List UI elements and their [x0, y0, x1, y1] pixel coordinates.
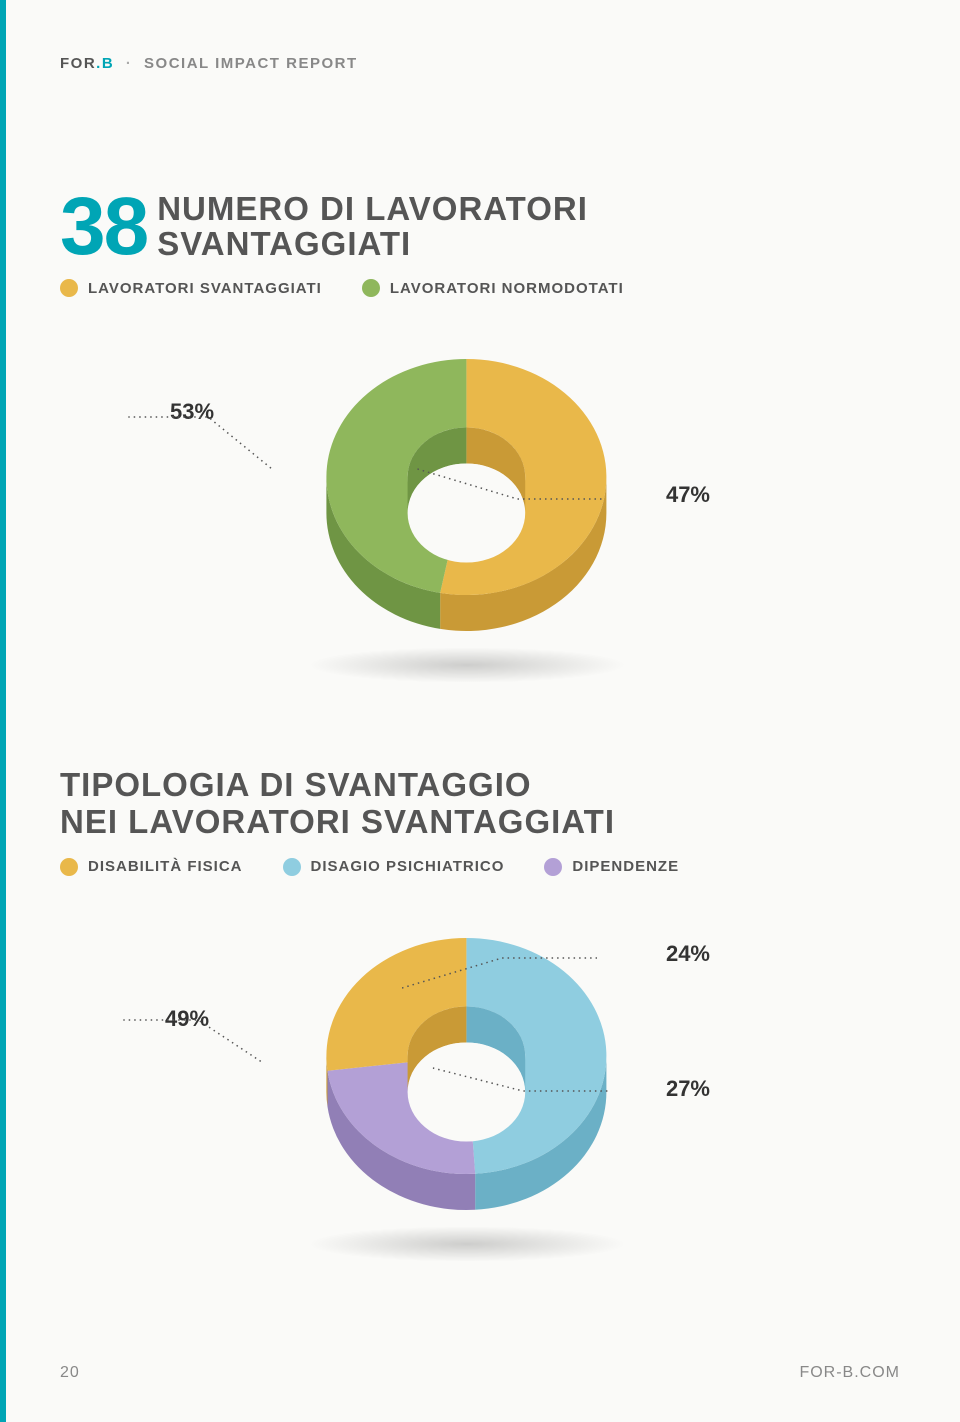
- legend-dot-icon: [60, 279, 78, 297]
- section2-title-line2: NEI LAVORATORI SVANTAGGIATI: [60, 804, 900, 840]
- legend-item: DIPENDENZE: [544, 858, 679, 876]
- chart2-label-right: 27%: [666, 1076, 710, 1102]
- legend-label: DISABILITÀ FISICA: [88, 858, 243, 875]
- kpi-title-line1: NUMERO DI LAVORATORI: [157, 192, 588, 227]
- kpi-row: 38 NUMERO DI LAVORATORI SVANTAGGIATI: [60, 192, 900, 261]
- leader-line-icon: [417, 467, 607, 507]
- leader-line-icon: [123, 1018, 293, 1078]
- legend-label: DISAGIO PSICHIATRICO: [311, 858, 505, 875]
- section2-title: TIPOLOGIA DI SVANTAGGIO NEI LAVORATORI S…: [60, 767, 900, 840]
- legend-label: LAVORATORI NORMODOTATI: [390, 280, 624, 297]
- chart2-legend: DISABILITÀ FISICA DISAGIO PSICHIATRICO D…: [60, 858, 900, 876]
- legend-label: LAVORATORI SVANTAGGIATI: [88, 280, 322, 297]
- leader-line-icon: [433, 1066, 613, 1106]
- leader-line-icon: [402, 956, 602, 996]
- page-header: FOR.B · SOCIAL IMPACT REPORT: [60, 55, 900, 72]
- brand-part1: FOR: [60, 55, 96, 72]
- chart2-label-top: 24%: [666, 941, 710, 967]
- footer-url: FOR-B.COM: [799, 1364, 900, 1382]
- kpi-number: 38: [60, 194, 147, 260]
- kpi-title-line2: SVANTAGGIATI: [157, 227, 588, 262]
- brand-part2: .B: [96, 55, 114, 72]
- page-number: 20: [60, 1364, 80, 1382]
- legend-item: LAVORATORI NORMODOTATI: [362, 279, 624, 297]
- header-subtitle: SOCIAL IMPACT REPORT: [144, 55, 358, 72]
- legend-dot-icon: [544, 858, 562, 876]
- leader-line-icon: [128, 415, 298, 485]
- legend-dot-icon: [283, 858, 301, 876]
- chart-shadow: [307, 647, 627, 683]
- page-content: FOR.B · SOCIAL IMPACT REPORT 38 NUMERO D…: [0, 0, 960, 1422]
- page-footer: 20 FOR-B.COM: [60, 1364, 900, 1382]
- chart-shadow: [307, 1226, 627, 1262]
- legend-dot-icon: [362, 279, 380, 297]
- kpi-title: NUMERO DI LAVORATORI SVANTAGGIATI: [157, 192, 588, 261]
- header-separator: ·: [126, 55, 133, 72]
- legend-dot-icon: [60, 858, 78, 876]
- legend-item: DISAGIO PSICHIATRICO: [283, 858, 505, 876]
- legend-item: DISABILITÀ FISICA: [60, 858, 243, 876]
- chart1-legend: LAVORATORI SVANTAGGIATI LAVORATORI NORMO…: [60, 279, 900, 297]
- chart2-zone: 49% 24% 27%: [60, 906, 900, 1306]
- legend-item: LAVORATORI SVANTAGGIATI: [60, 279, 322, 297]
- chart1-zone: 53% 47%: [60, 327, 900, 727]
- section2: TIPOLOGIA DI SVANTAGGIO NEI LAVORATORI S…: [60, 767, 900, 1306]
- chart1-label-right: 47%: [666, 482, 710, 508]
- section2-title-line1: TIPOLOGIA DI SVANTAGGIO: [60, 767, 900, 803]
- legend-label: DIPENDENZE: [572, 858, 679, 875]
